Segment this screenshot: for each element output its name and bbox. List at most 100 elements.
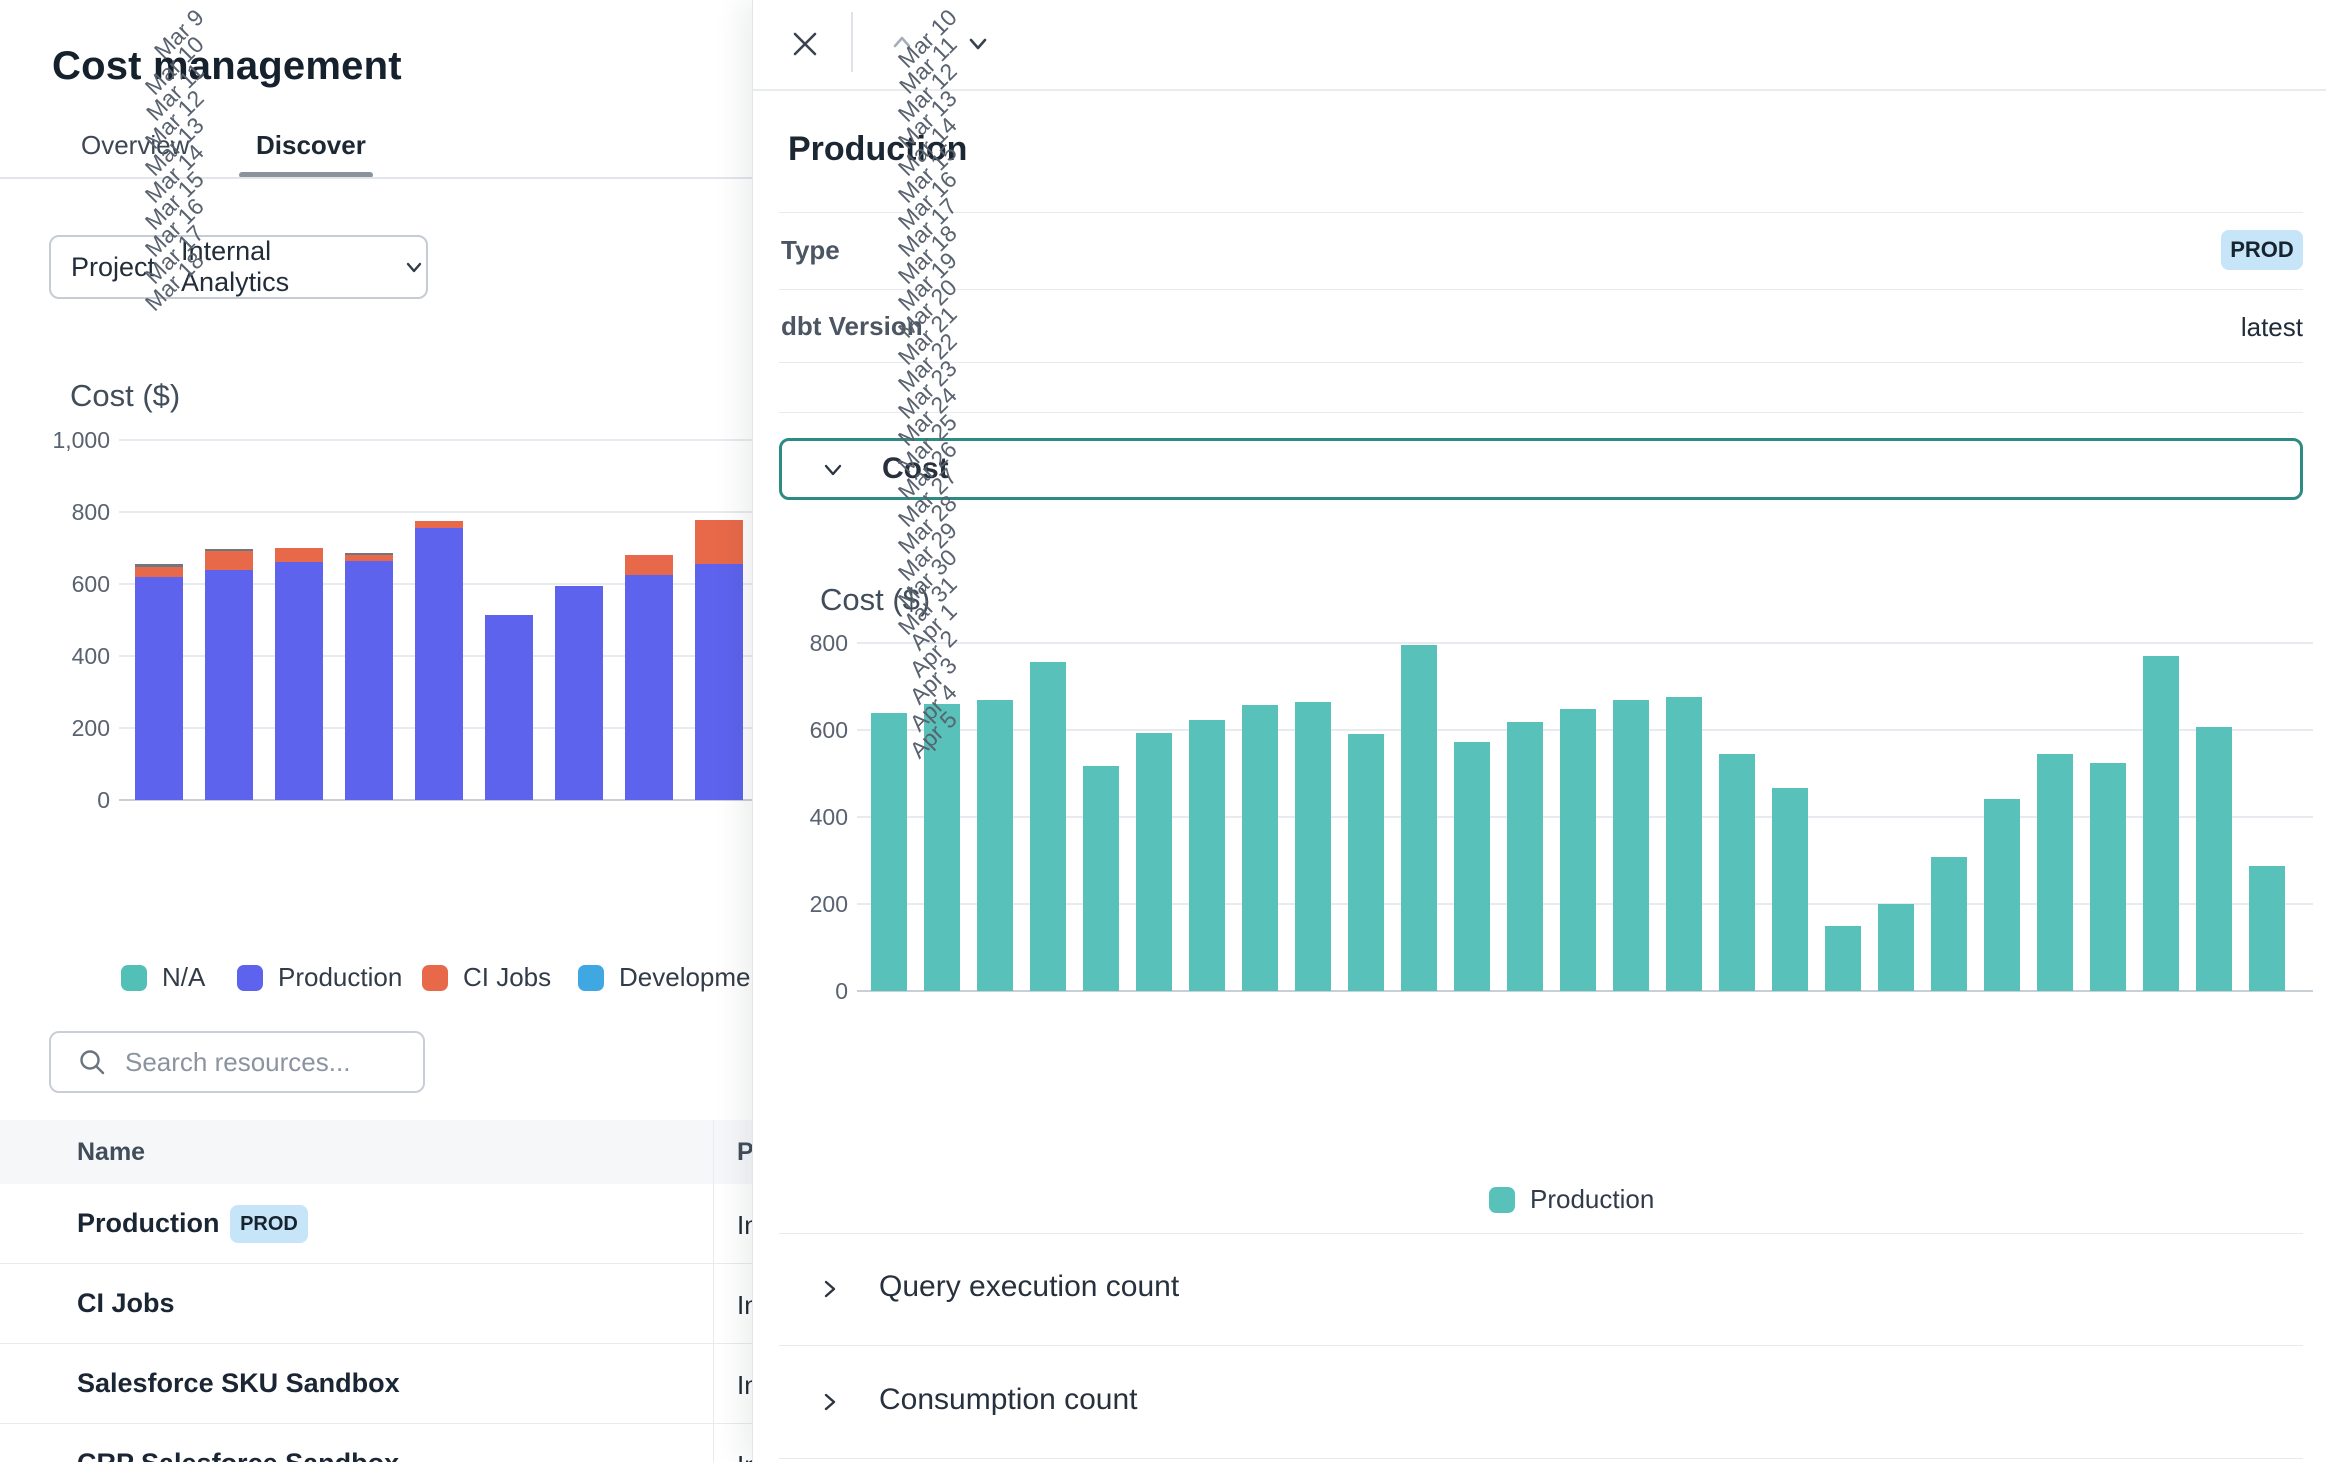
section-divider — [779, 1345, 2303, 1346]
table-row[interactable]: CI Jobs Internal Analytics — [0, 1264, 752, 1344]
y-axis-tick-label: 200 — [71, 715, 110, 741]
bar-production-mar-21[interactable] — [1454, 742, 1490, 991]
bar-production-mar-9[interactable] — [135, 576, 183, 800]
bar-production-mar-17[interactable] — [695, 564, 743, 800]
status-badge: PROD — [230, 1205, 308, 1243]
bar-production-apr-2[interactable] — [2090, 762, 2126, 991]
bar-other-mar-10[interactable] — [205, 548, 253, 551]
bar-production-mar-15[interactable] — [555, 585, 603, 800]
bar-production-apr-4[interactable] — [2196, 726, 2232, 991]
previous-item-button[interactable] — [879, 20, 925, 66]
bar-production-mar-25[interactable] — [1666, 697, 1702, 991]
bar-production-mar-24[interactable] — [1613, 700, 1649, 991]
section-cost-label: Cost — [882, 452, 949, 485]
detail-drawer: Production Type PROD dbt Version latest Cos… — [752, 0, 2326, 1462]
bar-production-apr-3[interactable] — [2143, 656, 2179, 991]
close-button[interactable] — [781, 18, 829, 70]
next-item-button[interactable] — [955, 20, 1001, 66]
bar-production-mar-12[interactable] — [345, 560, 393, 800]
chevron-down-icon — [820, 457, 846, 483]
cost-detail-legend: Production — [753, 0, 2326, 1214]
bar-production-mar-14[interactable] — [485, 614, 533, 800]
bar-production-mar-18[interactable] — [1295, 701, 1331, 991]
property-divider — [779, 412, 2303, 413]
bar-ci-jobs-mar-11[interactable] — [275, 548, 323, 563]
bar-production-mar-12[interactable] — [977, 700, 1013, 991]
legend-label: N/A — [162, 962, 206, 992]
bar-production-mar-31[interactable] — [1984, 798, 2020, 991]
search-input[interactable] — [123, 1045, 397, 1079]
bar-production-mar-13[interactable] — [415, 528, 463, 800]
column-divider — [713, 1120, 714, 1462]
legend-swatch — [121, 964, 147, 991]
x-axis-line — [119, 799, 752, 801]
y-axis-tick-label: 800 — [71, 499, 110, 525]
bar-other-mar-9[interactable] — [135, 563, 183, 567]
bar-production-mar-10[interactable] — [205, 569, 253, 800]
legend-item-n-a[interactable]: N/A — [121, 962, 205, 993]
resource-name: CRP Salesforce Sandbox — [77, 1448, 399, 1462]
x-axis-line — [857, 990, 2313, 992]
section-consumption-count-header[interactable]: Consumption count — [779, 1345, 2303, 1458]
bar-production-mar-16[interactable] — [625, 575, 673, 800]
bar-ci-jobs-mar-16[interactable] — [625, 555, 673, 575]
bar-production-mar-23[interactable] — [1560, 709, 1596, 991]
property-label: Type — [781, 235, 840, 265]
bar-production-mar-11[interactable] — [924, 703, 960, 991]
bar-production-mar-29[interactable] — [1878, 904, 1914, 991]
section-cost-header[interactable]: Cost — [779, 438, 2303, 500]
tab-discover[interactable]: Discover — [256, 130, 366, 160]
bar-production-mar-19[interactable] — [1348, 734, 1384, 991]
y-axis-tick-label: 400 — [809, 804, 848, 830]
bar-production-mar-14[interactable] — [1083, 766, 1119, 991]
y-axis-tick-label: 200 — [809, 891, 848, 917]
bar-production-mar-15[interactable] — [1136, 733, 1172, 991]
bar-production-mar-11[interactable] — [275, 562, 323, 800]
bar-production-mar-10[interactable] — [871, 712, 907, 991]
legend-label: CI Jobs — [463, 962, 552, 992]
tab-overview[interactable]: Overview — [81, 130, 190, 160]
legend-swatch — [578, 964, 604, 991]
bar-production-mar-26[interactable] — [1719, 753, 1755, 991]
active-tab-underline — [239, 172, 373, 178]
y-axis-tick-label: 800 — [809, 630, 848, 656]
y-axis-tick-label: 0 — [835, 978, 848, 1004]
bar-production-apr-5[interactable] — [2249, 865, 2285, 991]
bar-production-mar-30[interactable] — [1931, 857, 1967, 991]
resource-name: CI Jobs — [77, 1288, 175, 1318]
resource-project: Internal Analytics — [737, 1210, 752, 1240]
legend-item-production[interactable]: Production — [237, 962, 402, 993]
project-filter-dropdown[interactable]: Project Internal Analytics — [49, 235, 428, 299]
bar-production-mar-17[interactable] — [1242, 705, 1278, 991]
bar-ci-jobs-mar-12[interactable] — [345, 554, 393, 561]
section-query-execution-count-header[interactable]: Query execution count — [779, 1233, 2303, 1345]
bar-production-mar-27[interactable] — [1772, 787, 1808, 991]
cost-detail-chart: Cost ($) 0 200 400 600 800 Mar 10 Mar 11 Mar 12 M… — [753, 0, 2326, 1100]
legend-item-ci-jobs[interactable]: CI Jobs — [422, 962, 551, 993]
chevron-up-icon — [888, 29, 916, 57]
drawer-collapsed-sections: Query execution count Consumption count — [753, 0, 2326, 1462]
row-divider — [0, 1343, 752, 1344]
legend-item-development[interactable]: Development — [578, 962, 752, 993]
table-row[interactable]: CRP Salesforce Sandbox Internal Analytics — [0, 1424, 752, 1462]
chevron-down-icon — [964, 29, 992, 57]
bar-production-mar-28[interactable] — [1825, 925, 1861, 991]
bar-production-mar-16[interactable] — [1189, 719, 1225, 991]
bar-ci-jobs-mar-17[interactable] — [695, 519, 743, 565]
legend-item-production[interactable]: Production — [1489, 1184, 1654, 1215]
table-row[interactable]: Production PROD Internal Analytics — [0, 1184, 752, 1264]
search-resources-box — [49, 1031, 425, 1093]
y-axis-tick-label: 600 — [809, 717, 848, 743]
bar-ci-jobs-mar-9[interactable] — [135, 566, 183, 577]
bar-production-mar-20[interactable] — [1401, 645, 1437, 991]
table-row[interactable]: Salesforce SKU Sandbox Internal Analytics — [0, 1344, 752, 1424]
bar-production-apr-1[interactable] — [2037, 753, 2073, 991]
bar-production-mar-22[interactable] — [1507, 722, 1543, 991]
bar-other-mar-12[interactable] — [345, 552, 393, 555]
cost-overview-chart: Cost ($) 0 200 400 600 800 1,000 Mar 9 Mar 10 Mar… — [0, 0, 752, 1010]
bar-ci-jobs-mar-13[interactable] — [415, 521, 463, 529]
drawer-properties: Type PROD dbt Version latest — [753, 0, 2326, 420]
bar-production-mar-13[interactable] — [1030, 661, 1066, 991]
bar-ci-jobs-mar-10[interactable] — [205, 550, 253, 570]
